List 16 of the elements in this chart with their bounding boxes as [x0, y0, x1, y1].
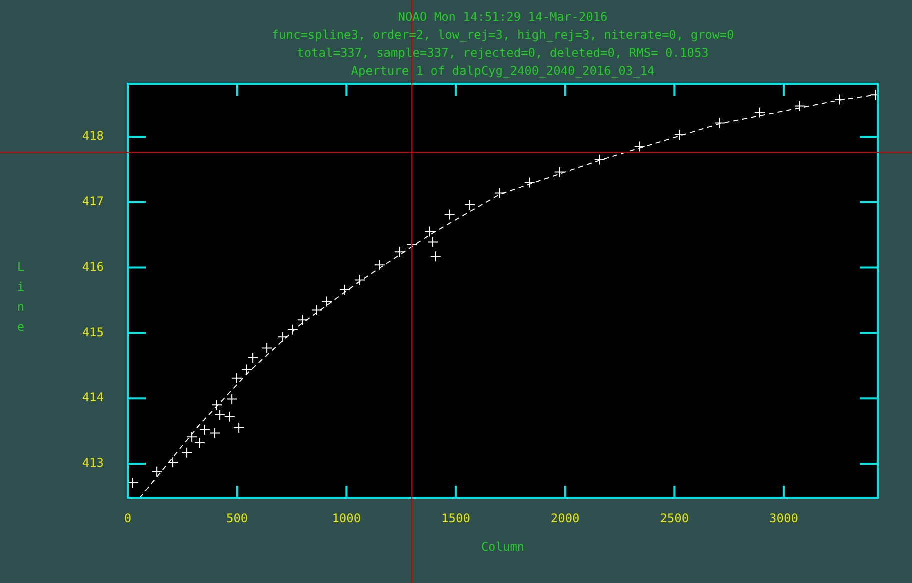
y-axis-title: Line — [14, 260, 28, 340]
x-tick-label: 1000 — [332, 511, 362, 526]
y-tick-label: 415 — [82, 325, 104, 340]
x-tick-label: 2500 — [660, 511, 690, 526]
y-tick-label: 413 — [82, 456, 104, 470]
x-tick-label: 0 — [124, 511, 132, 526]
text: Aperture 1 of dalpCyg_2400_2040_2016_03_14 — [350, 64, 656, 78]
x-axis-title: Column — [480, 540, 526, 554]
y-tick-label: 417 — [82, 194, 104, 209]
y-tick-label: 414 — [82, 390, 104, 405]
x-tick-label: 500 — [226, 511, 248, 526]
x-tick-label: 1500 — [442, 511, 470, 526]
x-tick-label: 3000 — [770, 511, 798, 526]
y-tick-label: 418 — [82, 129, 104, 144]
x-tick-label: 2000 — [550, 511, 580, 526]
y-tick-label: 416 — [82, 260, 104, 274]
